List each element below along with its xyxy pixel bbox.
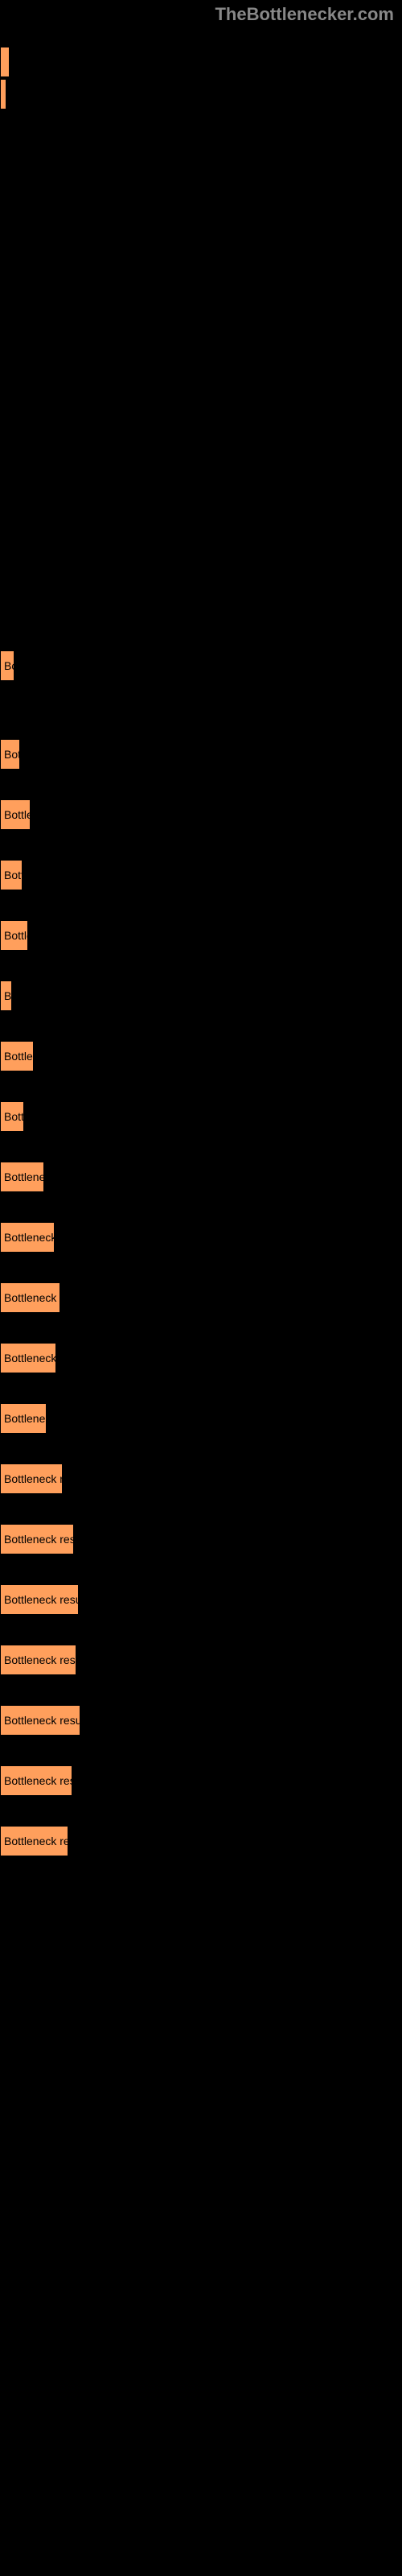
bar-row: Bottleneck result i bbox=[0, 1570, 402, 1630]
chart-bar: Bottleneck resu bbox=[0, 1282, 60, 1313]
chart-bar: Bottleneck result i bbox=[0, 1705, 80, 1736]
bar-label: Bottleneck result bbox=[4, 1774, 72, 1787]
bar-row: Bottleneck result i bbox=[0, 1630, 402, 1690]
bar-row: Bottleneck res bbox=[0, 1328, 402, 1389]
bar-row: Bottleneck bbox=[0, 1389, 402, 1449]
bar-label: Bottleneck result i bbox=[4, 1533, 74, 1546]
chart-bar: B bbox=[0, 980, 12, 1011]
bar-row: Bottle bbox=[0, 906, 402, 966]
bar-row: Bottlene bbox=[0, 785, 402, 845]
chart-bar bbox=[0, 79, 6, 109]
bar-label: Bottleneck resul bbox=[4, 1835, 68, 1847]
bar-label: Bottle bbox=[4, 929, 28, 942]
chart-bar: Bottlene bbox=[0, 1041, 34, 1071]
chart-bar: Bott bbox=[0, 739, 20, 770]
chart-bar: Bottleneck bbox=[0, 1403, 47, 1434]
bar-label: Bo bbox=[4, 659, 14, 672]
bar-label: Bottleneck resu bbox=[4, 1291, 60, 1304]
chart-bar: Bo bbox=[0, 650, 14, 681]
bar-row: Bott bbox=[0, 724, 402, 785]
chart-bar: Bottleneck result i bbox=[0, 1584, 79, 1615]
chart-bar: Bottleneck r bbox=[0, 1162, 44, 1192]
bar-row: Bottleneck resu bbox=[0, 1268, 402, 1328]
bar-row: Bottleneck resu bbox=[0, 1449, 402, 1509]
bar-row bbox=[0, 64, 402, 125]
bar-label: Bottleneck result i bbox=[4, 1593, 79, 1606]
chart-bar: Bottlene bbox=[0, 799, 31, 830]
bar-row: Bottleneck result i bbox=[0, 1509, 402, 1570]
bar-row: Bottlene bbox=[0, 1026, 402, 1087]
bar-chart: Bo Bott Bottlene Bott Bottle B Bottlene Bottl Bo… bbox=[0, 0, 402, 2576]
bar-label: Bottleneck res bbox=[4, 1352, 56, 1364]
bar-label: Bottleneck result i bbox=[4, 1714, 80, 1727]
bar-row: Bottleneck result i bbox=[0, 1690, 402, 1751]
bar-row: B bbox=[0, 966, 402, 1026]
bar-row: Bottl bbox=[0, 1087, 402, 1147]
chart-bar: Bottleneck resul bbox=[0, 1826, 68, 1856]
bar-row: Bo bbox=[0, 636, 402, 696]
chart-bar: Bottleneck res bbox=[0, 1343, 56, 1373]
bar-row: Bottleneck re bbox=[0, 1208, 402, 1268]
bar-label: Bottlene bbox=[4, 808, 31, 821]
chart-bar: Bottl bbox=[0, 1101, 24, 1132]
chart-bar: Bottle bbox=[0, 920, 28, 951]
bar-row: Bottleneck resul bbox=[0, 1811, 402, 1872]
bar-label: Bottleneck r bbox=[4, 1170, 44, 1183]
bar-label: Bott bbox=[4, 748, 20, 761]
bar-row: Bottleneck r bbox=[0, 1147, 402, 1208]
bar-row: Bott bbox=[0, 845, 402, 906]
bar-row: Bottleneck result bbox=[0, 1751, 402, 1811]
bar-label: Bottleneck result i bbox=[4, 1653, 76, 1666]
chart-bar: Bottleneck result i bbox=[0, 1645, 76, 1675]
chart-bar: Bottleneck re bbox=[0, 1222, 55, 1253]
chart-bar: Bottleneck result bbox=[0, 1765, 72, 1796]
bar-label: Bottlene bbox=[4, 1050, 34, 1063]
chart-bar: Bottleneck resu bbox=[0, 1463, 63, 1494]
bar-label: Bottleneck bbox=[4, 1412, 47, 1425]
bar-label: Bott bbox=[4, 869, 23, 881]
bar-label: B bbox=[4, 989, 11, 1002]
chart-bar: Bottleneck result i bbox=[0, 1524, 74, 1554]
bar-label: Bottleneck re bbox=[4, 1231, 55, 1244]
bar-label: Bottl bbox=[4, 1110, 24, 1123]
chart-bar: Bott bbox=[0, 860, 23, 890]
bar-label: Bottleneck resu bbox=[4, 1472, 63, 1485]
